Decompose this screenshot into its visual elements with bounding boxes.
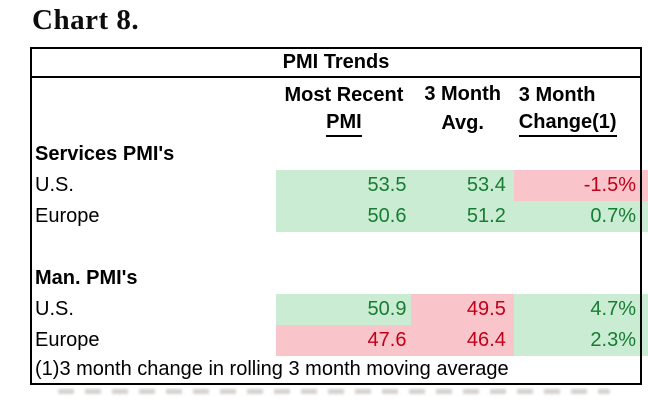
column-header-line1: 3 Month — [424, 82, 501, 105]
cell-fill-overflow — [642, 294, 648, 356]
cell-value: 0.7% — [513, 201, 640, 232]
column-header-line1: Most Recent — [284, 83, 404, 106]
row-label: U.S. — [35, 298, 74, 320]
row-label: U.S. — [35, 174, 74, 196]
table-row-services-europe: Europe 50.6 51.2 0.7% — [32, 201, 640, 232]
footnote-text: (1)3 month change in rolling 3 month mov… — [35, 358, 509, 380]
cell-value: 53.4 — [411, 170, 514, 201]
footnote-row: (1)3 month change in rolling 3 month mov… — [32, 356, 640, 383]
column-header-3-month-avg: 3 Month Avg. — [411, 78, 513, 139]
table-title-row: PMI Trends — [32, 49, 640, 78]
cell-value: -1.5% — [513, 170, 640, 201]
section-row-services: Services PMI's — [32, 139, 640, 170]
cell-value: 4.7% — [513, 294, 640, 325]
cell-value: 50.6 — [276, 201, 412, 232]
cell-value: 46.4 — [411, 325, 514, 356]
table-row-man-europe: Europe 47.6 46.4 2.3% — [32, 325, 640, 356]
cropped-text-artifact — [58, 389, 610, 394]
table-row-services-us: U.S. 53.5 53.4 -1.5% — [32, 170, 640, 201]
cell-value: 49.5 — [411, 294, 514, 325]
cell-value: 53.5 — [276, 170, 412, 201]
page-title: Chart 8. — [32, 4, 140, 36]
section-row-manufacturing: Man. PMI's — [32, 263, 640, 294]
section-label: Services PMI's — [35, 143, 175, 165]
column-header-3-month-change: 3 Month Change(1) — [514, 78, 640, 139]
row-label: Europe — [35, 329, 100, 351]
table-row-man-us: U.S. 50.9 49.5 4.7% — [32, 294, 640, 325]
column-header-line2-underlined: PMI — [326, 110, 362, 137]
column-header-line2-underlined: Change(1) — [518, 110, 617, 137]
cell-fill-overflow — [642, 170, 648, 201]
cell-fill-overflow — [642, 201, 648, 232]
cell-value: 47.6 — [276, 325, 412, 356]
table-title: PMI Trends — [282, 51, 390, 73]
row-label: Europe — [35, 205, 100, 227]
pmi-trends-table: PMI Trends Most Recent PMI 3 Month Avg. … — [30, 47, 642, 385]
column-header-spacer — [32, 78, 276, 139]
column-header-row: Most Recent PMI 3 Month Avg. 3 Month Cha… — [32, 78, 640, 139]
cell-value: 51.2 — [411, 201, 514, 232]
column-header-most-recent-pmi: Most Recent PMI — [276, 78, 411, 139]
cell-value: 2.3% — [513, 325, 640, 356]
spacer-row — [32, 232, 640, 263]
section-label: Man. PMI's — [35, 267, 138, 289]
column-header-line2: Avg. — [441, 111, 484, 134]
column-header-line1: 3 Month — [518, 83, 596, 106]
cell-value: 50.9 — [276, 294, 412, 325]
